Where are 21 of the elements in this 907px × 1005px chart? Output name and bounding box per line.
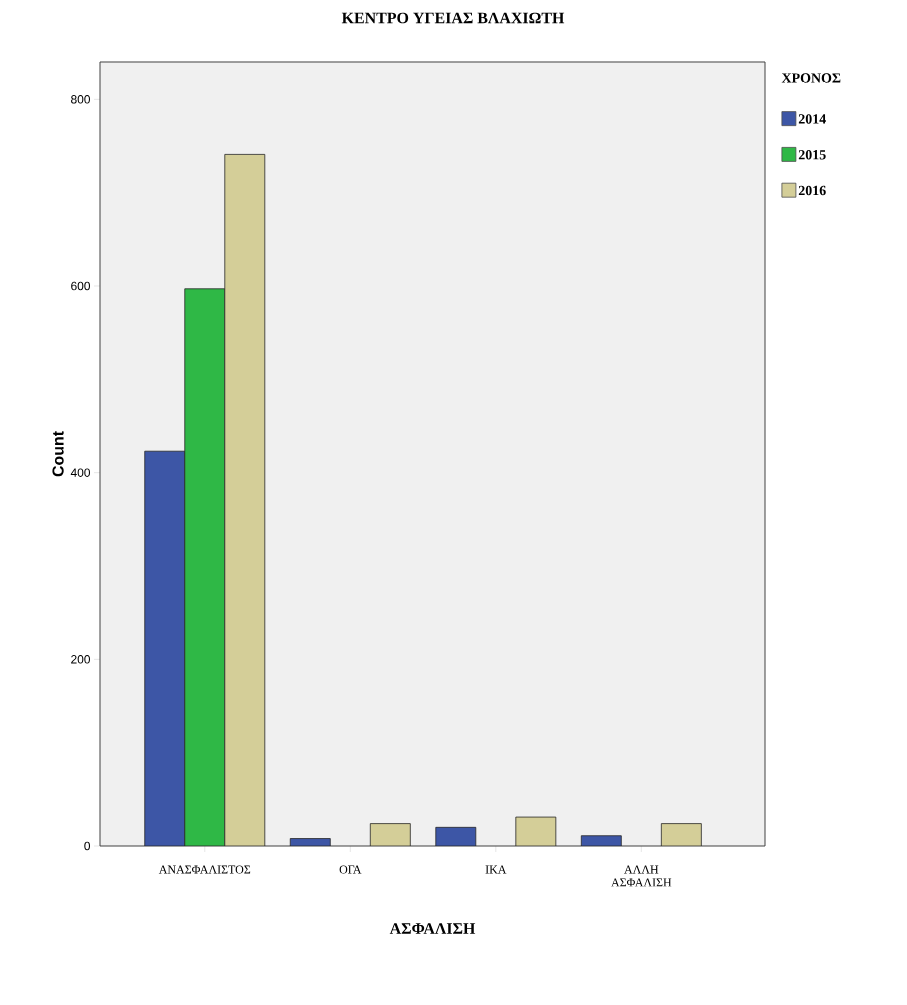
x-tick-label: ΑΛΛΗ ΑΣΦΑΛΙΣΗ bbox=[611, 865, 672, 887]
legend-label: 2016 bbox=[798, 185, 826, 196]
bar bbox=[515, 816, 557, 846]
legend-label: 2014 bbox=[798, 114, 826, 124]
x-tick-label: ΑΝΑΣΦΑΛΙΣΤΟΣ bbox=[158, 865, 251, 874]
bar bbox=[369, 823, 411, 846]
y-axis-title: Count bbox=[52, 431, 64, 477]
bar bbox=[660, 823, 702, 846]
y-tick-label: 800 bbox=[71, 95, 91, 104]
x-tick-label: ΙΚΑ bbox=[485, 865, 507, 874]
y-tick-label: 600 bbox=[71, 281, 91, 291]
y-tick-label: 400 bbox=[70, 468, 91, 477]
bar bbox=[144, 450, 186, 846]
x-axis-title: ΑΣΦΑΛΙΣΗ bbox=[389, 923, 476, 934]
legend-label: 2015 bbox=[798, 150, 826, 160]
bar bbox=[224, 153, 266, 846]
chart-title: ΚΕΝΤΡΟ ΥΓΕΙΑΣ ΒΛΑΧΙΩΤΗ bbox=[341, 12, 565, 24]
x-tick-label: ΟΓΑ bbox=[339, 865, 362, 874]
y-tick-label: 200 bbox=[71, 655, 91, 664]
y-tick-label: 0 bbox=[84, 841, 91, 851]
legend-title: ΧΡΟΝΟΣ bbox=[781, 73, 841, 83]
